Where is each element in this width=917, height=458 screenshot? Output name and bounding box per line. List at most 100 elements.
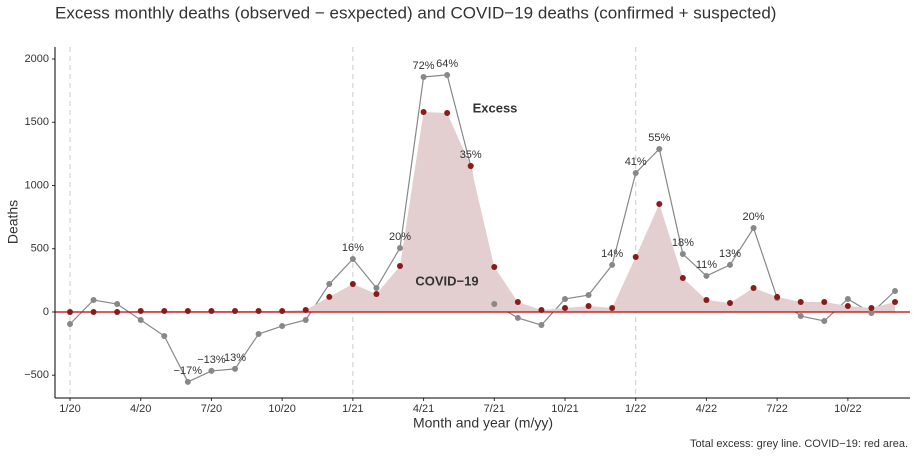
excess-dot: [562, 295, 568, 302]
covid-dot: [750, 284, 757, 291]
excess-dot: [349, 255, 356, 262]
excess-dot: [232, 365, 238, 372]
x-tick-label: 1/21: [342, 403, 363, 415]
caption: Total excess: grey line. COVID−19: red a…: [690, 438, 908, 450]
covid-dot: [397, 262, 403, 269]
covid-dot: [232, 307, 238, 314]
covid-dot: [326, 293, 333, 300]
x-tick-label: 10/22: [834, 403, 862, 415]
excess-dot: [797, 313, 804, 320]
percent-label: 20%: [389, 231, 411, 243]
percent-label: −13%: [197, 354, 226, 366]
covid-dot: [491, 263, 498, 270]
y-tick-label: 500: [31, 243, 49, 255]
excess-dot: [491, 301, 498, 308]
excess-dot: [397, 244, 403, 251]
covid-dot: [514, 298, 521, 305]
x-tick-label: 10/21: [551, 403, 579, 415]
y-tick-label: −500: [24, 369, 49, 381]
excess-dot: [821, 317, 828, 324]
excess-dot: [656, 145, 663, 152]
excess-dot: [727, 261, 733, 268]
y-axis-label: Deaths: [5, 200, 21, 244]
x-tick-label: 7/20: [201, 403, 222, 415]
excess-dot: [750, 225, 757, 232]
y-tick-label: 1000: [25, 179, 49, 191]
excess-dot: [538, 322, 545, 329]
excess-dot: [585, 292, 592, 299]
percent-label: 64%: [436, 58, 458, 70]
y-tick-label: 1500: [25, 116, 49, 128]
covid-dot: [797, 298, 804, 305]
percent-label: 13%: [719, 248, 741, 260]
x-tick-label: 7/22: [766, 403, 787, 415]
excess-dot: [114, 301, 121, 308]
covid-dot: [137, 307, 144, 314]
chart-title: Excess monthly deaths (observed − esxpec…: [55, 3, 776, 22]
covid-dot: [703, 296, 710, 303]
covid-dot: [114, 308, 121, 315]
excess-dot: [703, 272, 710, 279]
covid-dot: [632, 253, 639, 260]
covid-dot: [184, 307, 191, 314]
covid-dot: [844, 303, 851, 310]
excess-dot: [868, 310, 875, 317]
covid-dot: [67, 308, 73, 315]
excess-dot: [844, 295, 851, 302]
y-tick-label: 2000: [25, 53, 49, 65]
excess-dot: [420, 73, 427, 80]
excess-dot: [679, 251, 686, 258]
x-tick-label: 4/22: [696, 403, 717, 415]
covid-dot: [208, 307, 215, 314]
x-axis-label: Month and year (m/yy): [413, 415, 553, 431]
excess-dot: [90, 296, 97, 303]
percent-label: −17%: [174, 365, 203, 377]
excess-dot: [137, 316, 144, 323]
series-label: COVID−19: [415, 273, 478, 288]
excess-dot: [255, 330, 262, 337]
x-tick-label: 1/20: [59, 403, 80, 415]
x-tick-label: 7/21: [484, 403, 505, 415]
covid-dot: [868, 304, 875, 311]
excess-dot: [514, 314, 521, 321]
percent-label: 13%: [224, 352, 246, 364]
covid-dot: [679, 274, 686, 281]
excess-dot: [302, 316, 309, 323]
covid-dot: [656, 200, 663, 207]
covid-dot: [774, 293, 781, 300]
percent-label: 20%: [743, 211, 765, 223]
covid-dot: [255, 307, 262, 314]
percent-label: 41%: [625, 156, 647, 168]
covid-area: [70, 112, 895, 312]
series-label: Excess: [473, 100, 518, 115]
excess-dot: [279, 323, 286, 330]
excess-dot: [632, 169, 639, 176]
percent-label: 14%: [601, 248, 623, 260]
percent-label: 35%: [460, 149, 482, 161]
covid-dot: [727, 300, 733, 307]
x-tick-label: 4/21: [413, 403, 434, 415]
covid-dot: [562, 304, 568, 311]
covid-dot: [279, 307, 286, 314]
excess-dot: [67, 321, 73, 328]
percent-label: 16%: [342, 242, 364, 254]
excess-dot: [892, 287, 898, 294]
covid-dot: [585, 303, 592, 310]
excess-dot: [609, 261, 616, 268]
y-tick-label: 0: [43, 306, 49, 318]
excess-dot: [373, 284, 380, 291]
x-tick-label: 10/20: [268, 403, 296, 415]
excess-dot: [326, 281, 333, 288]
excess-dot: [184, 378, 191, 385]
covid-dot: [892, 298, 898, 305]
percent-label: 11%: [696, 259, 717, 271]
excess-dot: [444, 71, 451, 78]
covid-dot: [161, 307, 168, 314]
covid-dot: [90, 308, 97, 315]
x-tick-label: 1/22: [625, 403, 646, 415]
covid-dot: [538, 306, 545, 313]
percent-label: 72%: [413, 60, 435, 72]
covid-dot: [302, 306, 309, 313]
x-tick-label: 4/20: [130, 403, 151, 415]
